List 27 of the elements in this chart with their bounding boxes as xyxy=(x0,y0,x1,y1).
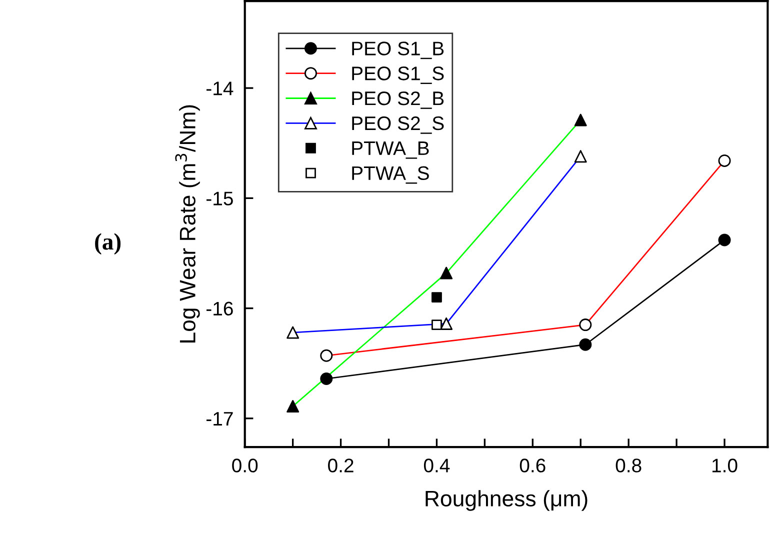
x-tick-label: 0.0 xyxy=(232,458,258,472)
x-tick-label: 0.2 xyxy=(328,458,354,472)
point xyxy=(440,317,453,330)
y-tick-label: -14 xyxy=(206,82,234,96)
y-tick-label: -17 xyxy=(206,412,233,426)
x-tick-label: 1.0 xyxy=(712,458,738,472)
legend-label: PTWA_B xyxy=(352,142,429,159)
legend-label: PEO S2_B xyxy=(352,91,444,109)
x-tick-label: 0.4 xyxy=(424,458,450,472)
point xyxy=(440,266,453,280)
point xyxy=(432,292,442,302)
y-tick-label: -15 xyxy=(206,192,233,206)
legend-label: PTWA_S xyxy=(352,166,429,184)
x-tick-label: 0.6 xyxy=(520,458,546,472)
y-axis-title: Log Wear Rate (m$^{3}$/Nm) xyxy=(175,105,200,342)
legend-label: PEO S1_S xyxy=(352,66,444,84)
point xyxy=(574,150,587,163)
legend-label: PEO S1_B xyxy=(352,42,444,60)
x-tick-label: 0.8 xyxy=(616,458,642,472)
legend-label: PEO S2_S xyxy=(352,116,444,134)
y-tick-label: -16 xyxy=(206,302,233,316)
point xyxy=(574,114,587,126)
text: (a) xyxy=(95,233,121,255)
point xyxy=(286,326,300,339)
point xyxy=(286,400,300,413)
x-axis-title: Roughness (μm) xyxy=(426,490,588,511)
point xyxy=(432,320,442,330)
